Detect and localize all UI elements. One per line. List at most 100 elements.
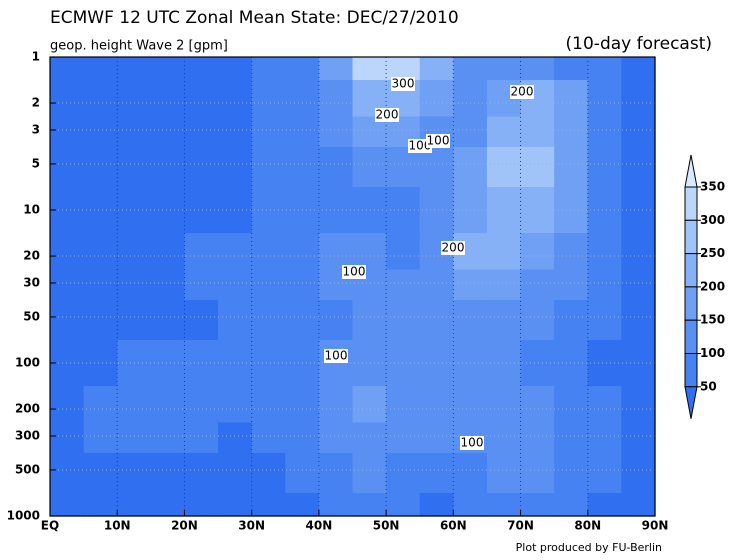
field-cell — [184, 269, 219, 301]
field-cell — [50, 386, 85, 424]
field-cell — [352, 422, 387, 454]
field-cell — [386, 386, 421, 424]
colorbar-box — [684, 319, 698, 355]
field-cell — [621, 386, 656, 424]
y-tick-label: 20 — [23, 249, 40, 263]
contour-label-bg — [510, 85, 534, 99]
field-cell — [251, 233, 286, 271]
field-cell — [251, 116, 286, 148]
contour-label-bg — [460, 436, 484, 450]
field-cell — [486, 492, 522, 517]
field-cell — [251, 80, 286, 118]
contour-label: 200 — [442, 241, 465, 255]
field-cell — [50, 57, 85, 81]
field-cell — [318, 116, 354, 148]
field-cell — [520, 146, 555, 188]
field-cell — [83, 233, 118, 271]
field-cell — [587, 299, 622, 341]
field-cell — [150, 299, 186, 341]
field-cell — [83, 269, 118, 301]
field-cell — [453, 80, 488, 118]
field-cell — [520, 57, 555, 81]
field-cell — [386, 233, 421, 271]
field-cell — [184, 146, 219, 188]
y-tick-label: 300 — [15, 428, 40, 442]
field-cell — [352, 452, 387, 494]
field-cell — [218, 186, 253, 234]
field-cell — [554, 57, 589, 81]
field-cell — [352, 57, 387, 81]
field-cell — [117, 422, 152, 454]
field-cell — [453, 57, 488, 81]
field-cell — [218, 422, 253, 454]
field-cell — [352, 233, 387, 271]
field-cell — [486, 299, 522, 341]
field-cell — [621, 299, 656, 341]
field-cell — [587, 57, 622, 81]
contour-label-bg — [342, 265, 366, 279]
field-cell — [520, 116, 555, 148]
field-cell — [218, 80, 253, 118]
y-tick-label: 200 — [15, 402, 40, 416]
field-cell — [184, 233, 219, 271]
field-cell — [520, 299, 555, 341]
field-cell — [50, 146, 85, 188]
field-cell — [184, 80, 219, 118]
field-cell — [318, 452, 354, 494]
field-cell — [486, 269, 522, 301]
field-cell — [520, 233, 555, 271]
field-cell — [83, 186, 118, 234]
field-cell — [150, 116, 186, 148]
field-cell — [150, 146, 186, 188]
field-cell — [520, 339, 555, 387]
colorbar-box — [684, 219, 698, 255]
field-cell — [285, 492, 320, 517]
field-cell — [285, 422, 320, 454]
field-cell — [554, 339, 589, 387]
field-cell — [50, 80, 85, 118]
field-cell — [621, 233, 656, 271]
field-cell — [419, 452, 454, 494]
field-cell — [285, 299, 320, 341]
field-cell — [587, 116, 622, 148]
colorbar-label: 50 — [700, 379, 717, 393]
colorbar-label: 200 — [700, 279, 725, 293]
field-cell — [218, 233, 253, 271]
field-cell — [251, 299, 286, 341]
field-cell — [453, 452, 488, 494]
field-cell — [419, 80, 454, 118]
field-cell — [318, 57, 354, 81]
field-cell — [184, 452, 219, 494]
plot-frame — [49, 56, 656, 517]
field-cell — [318, 146, 354, 188]
field-cell — [486, 233, 522, 271]
field-cell — [50, 116, 85, 148]
x-tick-label: 10N — [104, 519, 131, 533]
field-cell — [285, 57, 320, 81]
field-cell — [83, 146, 118, 188]
subtitle: geop. height Wave 2 [gpm] — [50, 39, 228, 54]
field-cell — [386, 299, 421, 341]
colorbar-label: 100 — [700, 346, 725, 360]
chart-title: ECMWF 12 UTC Zonal Mean State: DEC/27/20… — [50, 8, 459, 28]
field-cell — [318, 492, 354, 517]
field-cell — [587, 386, 622, 424]
field-cell — [453, 116, 488, 148]
contour-label: 100 — [409, 139, 432, 153]
field — [50, 57, 656, 517]
field-cell — [251, 386, 286, 424]
field-cell — [419, 386, 454, 424]
field-cell — [486, 339, 522, 387]
field-cell — [218, 269, 253, 301]
colorbar-box — [684, 253, 698, 288]
field-cell — [486, 116, 522, 148]
field-cell — [419, 299, 454, 341]
field-cell — [218, 299, 253, 341]
field-cell — [621, 452, 656, 494]
field-cell — [117, 80, 152, 118]
field-cell — [50, 492, 85, 517]
field-cell — [453, 492, 488, 517]
field-cell — [554, 299, 589, 341]
field-cell — [318, 386, 354, 424]
field-cell — [117, 269, 152, 301]
